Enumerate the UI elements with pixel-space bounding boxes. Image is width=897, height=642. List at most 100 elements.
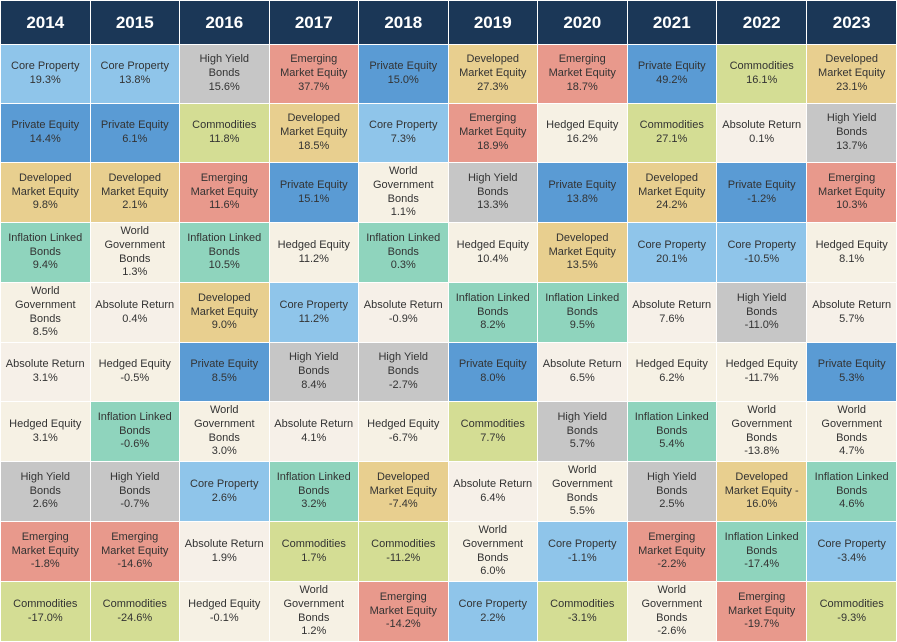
quilt-cell: Commodities-9.3% [807, 582, 897, 642]
cell-value: 2.6% [184, 492, 265, 506]
quilt-cell: Inflation Linked Bonds4.6% [807, 462, 897, 522]
cell-label: Developed Market Equity [811, 53, 892, 81]
cell-value: -3.1% [542, 612, 623, 626]
cell-label: Absolute Return [184, 538, 265, 552]
quilt-cell: Developed Market Equity -16.0% [717, 462, 807, 522]
cell-label: High Yield Bonds [95, 471, 176, 499]
quilt-cell: Developed Market Equity9.0% [180, 283, 270, 343]
quilt-cell: Absolute Return0.4% [90, 283, 180, 343]
cell-label: Developed Market Equity [363, 471, 444, 499]
quilt-cell: Emerging Market Equity-14.2% [359, 582, 449, 642]
cell-value: 8.4% [274, 379, 355, 393]
cell-label: Core Property [184, 478, 265, 492]
cell-label: Core Property [363, 119, 444, 133]
cell-value: 6.1% [95, 133, 176, 147]
cell-label: Private Equity [453, 358, 534, 372]
cell-label: High Yield Bonds [632, 471, 713, 499]
cell-value: -17.0% [5, 612, 86, 626]
cell-value: 13.3% [453, 199, 534, 213]
quilt-row-1: Private Equity14.4%Private Equity6.1%Com… [1, 104, 897, 163]
cell-label: Inflation Linked Bonds [363, 232, 444, 260]
quilt-cell: Private Equity15.1% [269, 163, 359, 223]
cell-value: 5.7% [811, 313, 892, 327]
cell-value: 9.8% [5, 199, 86, 213]
cell-label: World Government Bonds [542, 464, 623, 505]
cell-value: -2.2% [632, 558, 713, 572]
cell-label: High Yield Bonds [721, 292, 802, 320]
quilt-cell: Commodities-17.0% [1, 582, 91, 642]
quilt-cell: Hedged Equity-0.5% [90, 343, 180, 402]
cell-value: 15.6% [184, 81, 265, 95]
cell-value: 6.2% [632, 372, 713, 386]
cell-label: World Government Bonds [721, 404, 802, 445]
quilt-row-2: Developed Market Equity9.8%Developed Mar… [1, 163, 897, 223]
cell-value: 1.9% [184, 552, 265, 566]
cell-label: World Government Bonds [95, 225, 176, 266]
year-header-2016: 2016 [180, 1, 270, 45]
cell-value: -3.4% [811, 552, 892, 566]
quilt-row-6: Hedged Equity3.1%Inflation Linked Bonds-… [1, 402, 897, 462]
quilt-cell: Core Property2.2% [448, 582, 538, 642]
quilt-cell: Hedged Equity11.2% [269, 223, 359, 283]
quilt-cell: Private Equity15.0% [359, 45, 449, 104]
quilt-cell: Inflation Linked Bonds3.2% [269, 462, 359, 522]
cell-value: 24.2% [632, 199, 713, 213]
cell-value: 10.5% [184, 259, 265, 273]
quilt-cell: Core Property20.1% [627, 223, 717, 283]
cell-value: 14.4% [5, 133, 86, 147]
cell-value: 8.0% [453, 372, 534, 386]
cell-value: 10.3% [811, 199, 892, 213]
quilt-cell: Hedged Equity-0.1% [180, 582, 270, 642]
cell-label: Hedged Equity [632, 358, 713, 372]
year-header-2014: 2014 [1, 1, 91, 45]
cell-label: Hedged Equity [721, 358, 802, 372]
cell-label: Emerging Market Equity [811, 172, 892, 200]
year-header-2018: 2018 [359, 1, 449, 45]
quilt-cell: Hedged Equity16.2% [538, 104, 628, 163]
cell-value: 13.5% [542, 259, 623, 273]
cell-value: -0.6% [95, 438, 176, 452]
cell-label: World Government Bonds [453, 524, 534, 565]
cell-value: 1.2% [274, 625, 355, 639]
cell-label: World Government Bonds [5, 285, 86, 326]
quilt-row-0: Core Property19.3%Core Property13.8%High… [1, 45, 897, 104]
cell-value: 18.7% [542, 81, 623, 95]
quilt-cell: Private Equity49.2% [627, 45, 717, 104]
cell-label: Absolute Return [632, 299, 713, 313]
quilt-row-9: Commodities-17.0%Commodities-24.6%Hedged… [1, 582, 897, 642]
cell-label: Core Property [5, 60, 86, 74]
cell-value: 27.3% [453, 81, 534, 95]
cell-value: -2.7% [363, 379, 444, 393]
cell-value: -1.8% [5, 558, 86, 572]
cell-label: Emerging Market Equity [542, 53, 623, 81]
quilt-cell: High Yield Bonds8.4% [269, 343, 359, 402]
cell-label: Core Property [632, 239, 713, 253]
quilt-cell: World Government Bonds5.5% [538, 462, 628, 522]
cell-value: -10.5% [721, 253, 802, 267]
cell-label: Core Property [95, 60, 176, 74]
quilt-cell: High Yield Bonds5.7% [538, 402, 628, 462]
cell-label: Private Equity [811, 358, 892, 372]
cell-value: -2.6% [632, 625, 713, 639]
cell-label: Emerging Market Equity [632, 531, 713, 559]
cell-value: 9.0% [184, 319, 265, 333]
quilt-cell: Emerging Market Equity18.9% [448, 104, 538, 163]
quilt-cell: Core Property13.8% [90, 45, 180, 104]
cell-value: 11.2% [274, 313, 355, 327]
quilt-cell: Commodities7.7% [448, 402, 538, 462]
cell-label: High Yield Bonds [5, 471, 86, 499]
cell-value: 1.3% [95, 266, 176, 280]
quilt-row-5: Absolute Return3.1%Hedged Equity-0.5%Pri… [1, 343, 897, 402]
quilt-cell: Hedged Equity6.2% [627, 343, 717, 402]
cell-value: 8.2% [453, 319, 534, 333]
cell-label: Core Property [721, 239, 802, 253]
quilt-cell: Private Equity8.0% [448, 343, 538, 402]
quilt-cell: Inflation Linked Bonds5.4% [627, 402, 717, 462]
quilt-cell: Emerging Market Equity-2.2% [627, 522, 717, 582]
cell-label: High Yield Bonds [184, 53, 265, 81]
quilt-cell: World Government Bonds-2.6% [627, 582, 717, 642]
cell-value: 20.1% [632, 253, 713, 267]
quilt-cell: Emerging Market Equity-14.6% [90, 522, 180, 582]
cell-label: Developed Market Equity [632, 172, 713, 200]
cell-value: 0.1% [721, 133, 802, 147]
